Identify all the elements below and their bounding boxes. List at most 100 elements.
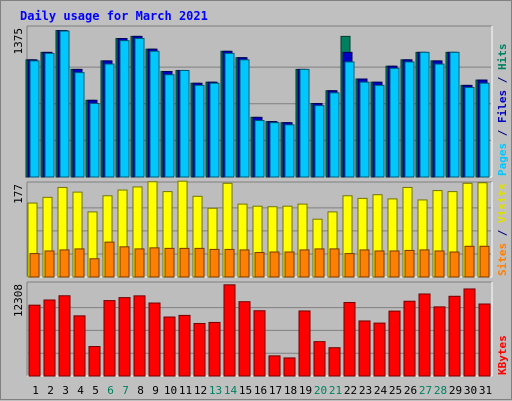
panel-bottom-max-label: 12308 [12,284,25,317]
x-tick-label: 10 [164,384,177,397]
bar-pages [449,51,460,178]
x-tick-label: 7 [122,384,129,397]
bar-pages [74,72,85,178]
bar-pages [239,59,250,178]
bar-kbytes [313,341,326,377]
bar-kbytes [148,302,161,377]
bar-sites [374,250,385,278]
x-tick-label: 15 [239,384,252,397]
bar-sites [149,247,160,278]
x-tick-label: 2 [47,384,54,397]
bar-pages [329,92,340,178]
legend-entry: Hits [496,44,509,71]
bar-sites [224,248,235,278]
bar-kbytes [193,322,206,377]
bar-kbytes [28,304,41,377]
bar-sites [134,248,145,278]
bar-sites [104,241,115,278]
bar-pages [299,68,310,178]
x-tick-label: 28 [434,384,447,397]
panel-middle-max-label: 177 [12,184,25,204]
bar-pages [29,60,40,178]
bar-pages [209,82,220,178]
x-tick-label: 4 [77,384,84,397]
bar-sites [209,248,220,278]
bar-sites [269,251,280,278]
x-tick-label: 13 [209,384,222,397]
bar-pages [164,74,175,178]
x-tick-label: 27 [419,384,432,397]
bar-kbytes [388,310,401,377]
x-tick-label: 23 [359,384,372,397]
bar-pages [404,61,415,178]
bar-pages [464,87,475,178]
bar-pages [479,82,490,178]
series-visits [27,180,488,278]
x-tick-label: 1 [32,384,39,397]
bar-sites [239,249,250,278]
bar-kbytes [208,321,221,377]
bar-kbytes [103,300,116,377]
x-tick-label: 19 [299,384,312,397]
legend-entry: Sites [496,243,509,276]
bar-kbytes [253,310,266,377]
x-axis-labels: 1 2 3 4 5 6 7 8 9 10 11 12 13 14 15 16 17 18 19 20 21 22 23 24 2… [32,384,492,397]
bar-kbytes [268,355,281,377]
x-tick-label: 29 [449,384,462,397]
bar-kbytes [448,295,461,377]
bar-sites [194,247,205,278]
bar-pages [359,81,370,178]
bar-kbytes [223,284,236,377]
bar-pages [89,102,100,178]
bar-kbytes [58,295,71,377]
bar-sites [344,253,355,278]
bar-sites [329,248,340,278]
bar-kbytes [88,346,101,377]
bar-sites [284,251,295,278]
bar-kbytes [238,301,251,377]
bar-pages [314,105,325,178]
legend-entry: Files [496,90,509,123]
x-tick-label: 14 [224,384,238,397]
bar-pages [269,122,280,178]
bar-kbytes [328,347,341,377]
bar-kbytes [118,297,131,377]
bar-sites [299,249,310,278]
x-tick-label: 26 [404,384,417,397]
bar-sites [59,249,70,278]
panel-middle-legend: Sites / Visits [496,183,509,276]
bar-sites [179,247,190,278]
x-tick-label: 20 [314,384,327,397]
bar-sites [479,245,490,278]
x-tick-label: 30 [464,384,477,397]
chart-title: Daily usage for March 2021 [20,9,208,23]
legend-entry: / [496,70,509,90]
legend-entry: / [496,223,509,243]
bar-pages [44,52,55,178]
bar-kbytes [373,322,386,377]
legend-entry: Visits [496,183,509,223]
bar-kbytes [283,357,296,377]
x-tick-label: 25 [389,384,402,397]
bar-pages [194,84,205,178]
bar-kbytes [403,300,416,377]
bar-sites [449,251,460,278]
bar-kbytes [343,302,356,377]
bar-sites [434,250,445,278]
bar-pages [284,124,295,178]
bar-kbytes [418,293,431,377]
bar-kbytes [478,303,491,377]
bar-kbytes [178,314,191,377]
x-tick-label: 11 [179,384,192,397]
x-tick-label: 3 [62,384,69,397]
bar-kbytes [463,288,476,377]
series-kbytes [28,284,491,377]
x-tick-label: 18 [284,384,297,397]
bar-pages [419,51,430,178]
bar-pages [374,84,385,178]
bar-sites [89,258,100,278]
x-tick-label: 24 [374,384,388,397]
legend-entry: Pages [496,143,509,176]
